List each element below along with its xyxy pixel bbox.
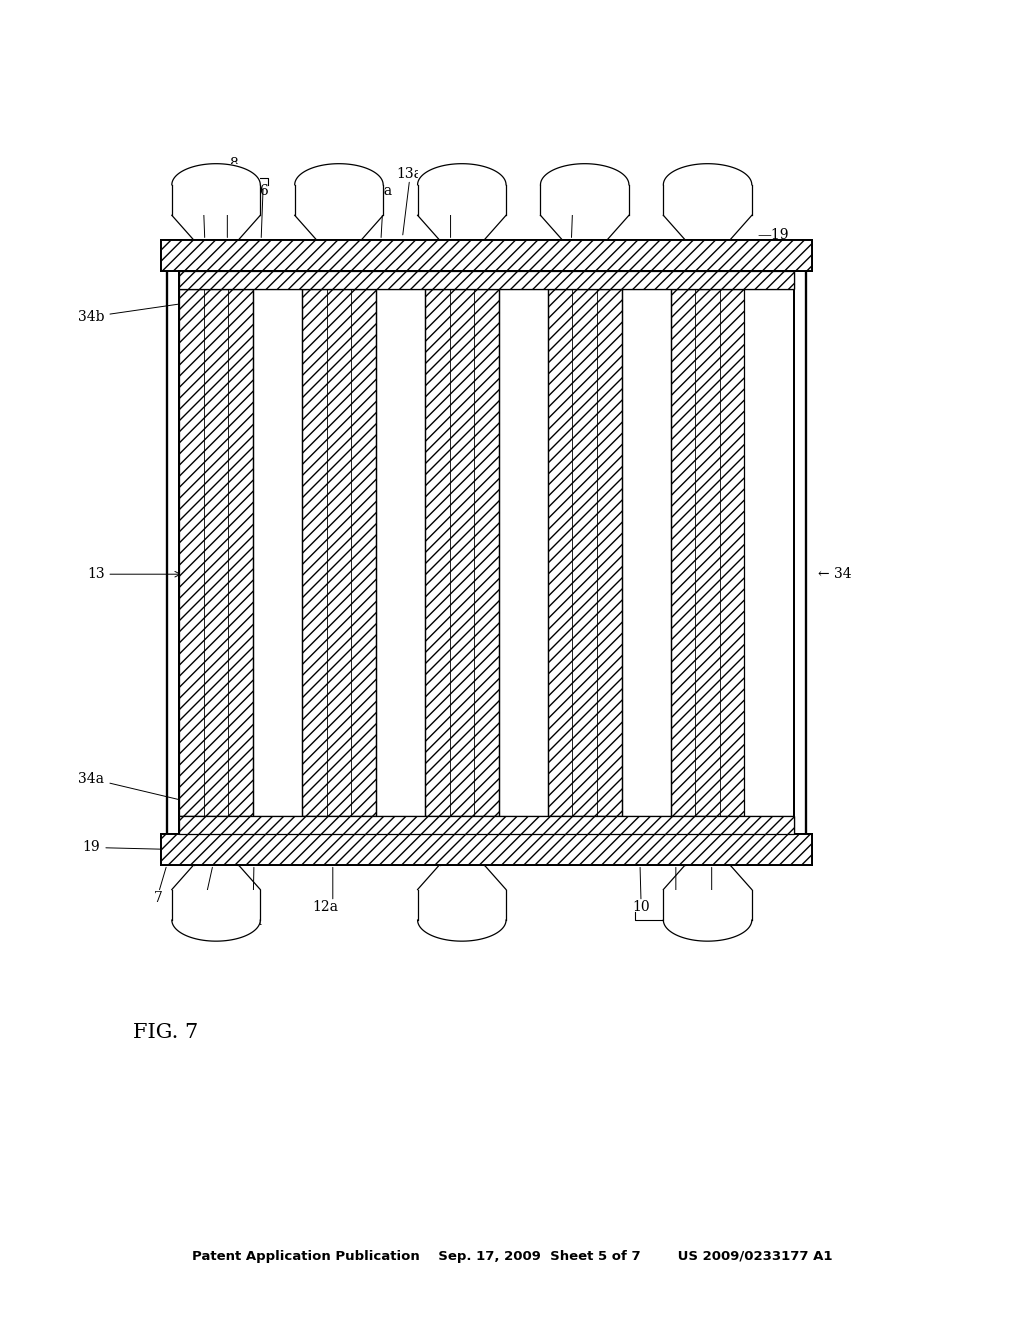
Text: 6: 6 (199, 185, 207, 198)
Bar (179, 271, 794, 834)
Bar (179, 289, 253, 816)
Bar (541, 164, 629, 215)
Text: 10: 10 (632, 900, 650, 913)
Bar (179, 816, 794, 834)
Text: —19: —19 (757, 228, 801, 253)
Text: —15: —15 (428, 801, 460, 814)
Text: FIG. 7: FIG. 7 (133, 1023, 199, 1041)
Text: 10: 10 (702, 900, 721, 913)
Bar (179, 271, 794, 834)
Bar (622, 271, 671, 834)
Text: 5: 5 (223, 185, 231, 198)
Bar (161, 834, 812, 865)
Bar (499, 271, 548, 834)
Bar (685, 834, 730, 865)
Bar (194, 834, 239, 865)
Text: 13a: 13a (236, 915, 262, 928)
Text: 13a: 13a (396, 168, 423, 181)
Text: 12a: 12a (312, 900, 339, 913)
Bar (161, 240, 812, 271)
Bar (302, 289, 376, 816)
Bar (179, 271, 794, 289)
Text: 6a: 6a (193, 900, 209, 913)
Text: 6: 6 (259, 185, 267, 198)
Bar (194, 240, 239, 271)
Text: 34b: 34b (78, 301, 187, 323)
Text: 13: 13 (87, 568, 180, 581)
Bar (418, 890, 506, 941)
Text: Patent Application Publication    Sep. 17, 2009  Sheet 5 of 7        US 2009/023: Patent Application Publication Sep. 17, … (191, 1250, 833, 1263)
Bar (439, 834, 484, 865)
Bar (548, 289, 622, 816)
Bar (664, 164, 752, 215)
Bar (439, 240, 484, 271)
Bar (179, 816, 794, 834)
Text: 10a: 10a (437, 185, 464, 198)
Bar (316, 240, 361, 271)
Bar (664, 890, 752, 941)
Bar (161, 834, 812, 865)
Text: 7: 7 (155, 891, 163, 904)
Text: 19: 19 (83, 841, 167, 854)
Bar (425, 289, 499, 816)
Bar (376, 271, 425, 834)
Bar (418, 164, 506, 215)
Text: 34a: 34a (79, 772, 187, 803)
Bar (161, 240, 812, 271)
Text: 8a: 8a (376, 185, 392, 198)
Bar (671, 289, 744, 816)
Text: —15: —15 (428, 286, 460, 300)
Bar (562, 240, 607, 271)
Text: 8: 8 (229, 157, 238, 170)
Bar (172, 890, 260, 941)
Text: ← 34: ← 34 (818, 568, 852, 581)
Bar (172, 164, 260, 215)
Bar (253, 271, 302, 834)
Bar (179, 271, 794, 289)
Text: 11: 11 (564, 185, 583, 198)
Bar (179, 271, 794, 834)
Text: 9: 9 (672, 900, 680, 913)
Bar (295, 164, 383, 215)
Text: 12: 12 (669, 925, 687, 939)
Bar (685, 240, 730, 271)
